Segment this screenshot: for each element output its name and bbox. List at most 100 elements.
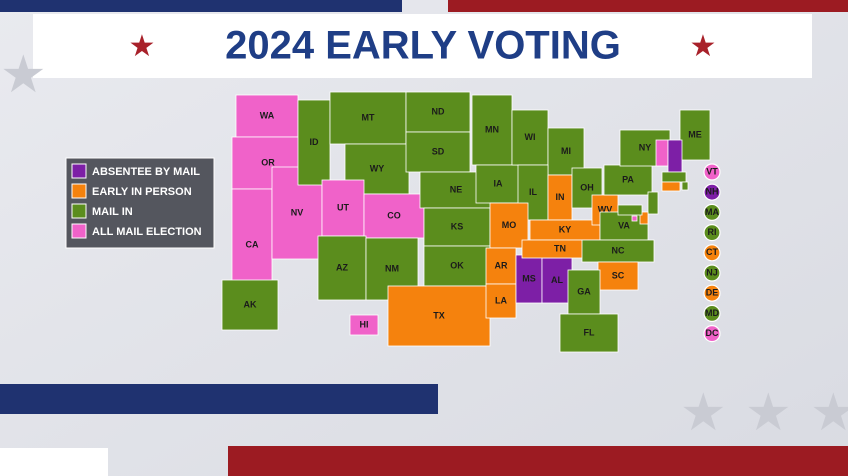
callout-label: DC (706, 328, 719, 338)
state-label: MI (561, 146, 571, 156)
legend-box (65, 157, 215, 249)
state-label: OR (261, 157, 275, 167)
state (639, 211, 649, 225)
callout-circle (703, 163, 721, 181)
state-label: HI (360, 319, 369, 329)
callouts: VT NH MA RI CT NJ DE MD DC (703, 163, 721, 343)
legend: ABSENTEE BY MAIL EARLY IN PERSON MAIL IN AL… (71, 163, 202, 239)
state-label: KY (559, 224, 572, 234)
callout-label: RI (708, 227, 717, 237)
top-bar-blue (0, 0, 402, 12)
legend-swatch (71, 223, 87, 239)
star-icon: ★ (690, 30, 717, 63)
state (681, 181, 689, 191)
star-icon: ★ (680, 384, 727, 442)
state (297, 99, 331, 186)
state-label: AL (551, 275, 563, 285)
state-label: NE (450, 184, 463, 194)
state (617, 204, 643, 216)
top-bar-red (448, 0, 848, 12)
bottom-bar-red (228, 446, 848, 476)
bottom-bar-blue (0, 384, 438, 414)
state-label: IA (494, 178, 504, 188)
star-icon: ★ (129, 30, 156, 63)
star-icon: ★ (745, 384, 792, 442)
callout-circle (703, 284, 721, 302)
state-label: VA (618, 220, 630, 230)
state (405, 91, 471, 133)
state (471, 94, 513, 166)
state-label: IL (529, 187, 538, 197)
state (321, 179, 365, 237)
callout-label: VT (706, 166, 718, 176)
state-label: NC (612, 245, 625, 255)
state (221, 279, 279, 331)
state-label: PA (622, 174, 634, 184)
callout-label: MD (705, 308, 719, 318)
state-label: SD (432, 146, 445, 156)
state-label: OK (450, 260, 464, 270)
callout-label: NJ (706, 267, 718, 277)
state (349, 314, 379, 336)
state (559, 313, 619, 353)
state (679, 109, 711, 161)
state-label: MN (485, 124, 499, 134)
callout-circle (703, 183, 721, 201)
state (317, 235, 367, 301)
state-label: WA (260, 110, 275, 120)
legend-label: EARLY IN PERSON (92, 186, 192, 198)
state-label: IN (556, 192, 565, 202)
state (647, 191, 659, 215)
state (329, 91, 407, 145)
state (631, 215, 638, 222)
state (655, 139, 669, 167)
state (667, 139, 683, 173)
state-label: UT (337, 202, 349, 212)
state-label: SC (612, 270, 625, 280)
state-label: FL (584, 327, 595, 337)
callout-label: DE (706, 288, 719, 298)
callout-label: NH (706, 187, 719, 197)
state (423, 207, 491, 247)
state-label: TN (554, 243, 566, 253)
state-label: LA (495, 295, 507, 305)
state-label: CO (387, 210, 401, 220)
state-label: NV (291, 207, 304, 217)
state (485, 247, 517, 285)
title-banner (33, 14, 812, 78)
state (363, 193, 425, 239)
state-label: WV (598, 204, 613, 214)
callout-label: CT (706, 247, 718, 257)
legend-swatch (71, 163, 87, 179)
state-label: ND (432, 106, 445, 116)
state (485, 283, 517, 319)
state (661, 181, 681, 192)
state (597, 261, 639, 291)
state-label: AK (244, 299, 257, 309)
callout-circle (703, 203, 721, 221)
title: 2024 EARLY VOTING (225, 24, 621, 68)
state-label: CA (246, 239, 259, 249)
state-label: WI (525, 132, 536, 142)
callout-circle (703, 224, 721, 242)
callout-circle (703, 325, 721, 343)
state-label: MO (502, 220, 517, 230)
state-label: TX (433, 310, 445, 320)
state-label: ME (688, 129, 702, 139)
legend-label: MAIL IN (92, 206, 133, 218)
state-label: MS (522, 273, 536, 283)
legend-swatch (71, 183, 87, 199)
decor-stars: ★ ★ ★ ★ (0, 46, 848, 442)
legend-label: ABSENTEE BY MAIL (92, 166, 200, 178)
callout-label: MA (705, 207, 719, 217)
callout-circle (703, 264, 721, 282)
legend-label: ALL MAIL ELECTION (92, 226, 202, 238)
state-label: GA (577, 286, 591, 296)
legend-swatch (71, 203, 87, 219)
state-label: MT (362, 112, 375, 122)
state-label: NY (639, 142, 652, 152)
star-icon: ★ (810, 384, 848, 442)
bottom-white-block (0, 448, 108, 476)
state-label: ID (310, 137, 320, 147)
